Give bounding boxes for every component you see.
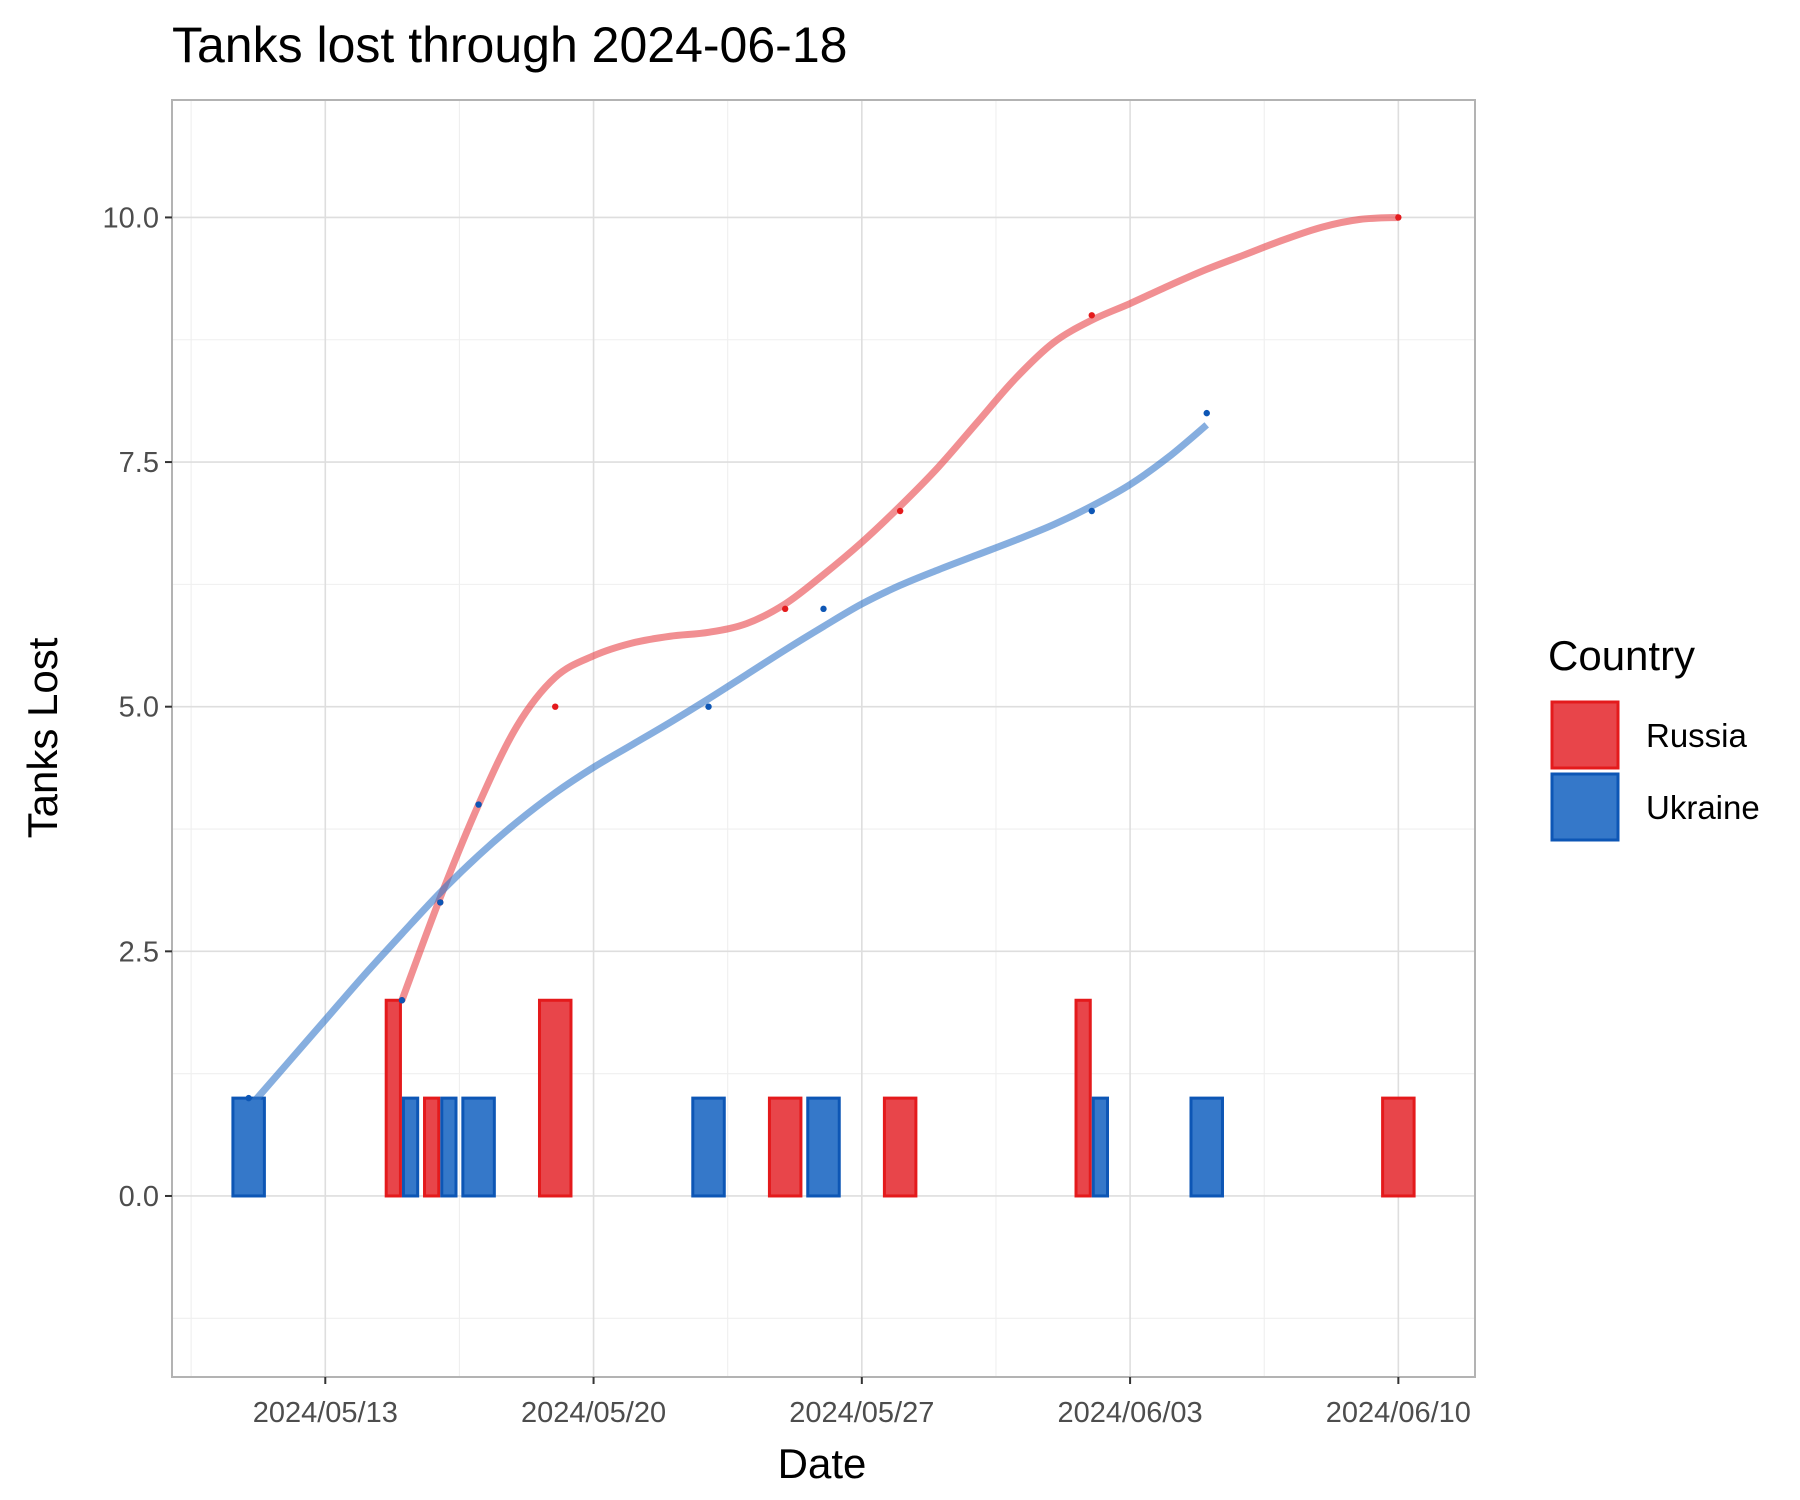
x-tick-label: 2024/06/03	[1058, 1397, 1203, 1429]
point-russia	[552, 703, 559, 710]
bar-ukraine	[461, 1096, 496, 1198]
bar-russia	[384, 998, 402, 1198]
panel-border	[171, 99, 1476, 1378]
point-ukraine	[1088, 507, 1095, 515]
bar-ukraine	[691, 1096, 726, 1198]
bar-russia	[1381, 1096, 1416, 1198]
y-tick-label: 10.0	[103, 202, 159, 234]
legend-key-russia	[1550, 700, 1620, 770]
x-tick-label: 2024/05/13	[253, 1397, 398, 1429]
legend-key-ukraine	[1550, 772, 1620, 842]
bar-russia	[1074, 998, 1092, 1198]
point-ukraine	[820, 605, 827, 613]
smooth-line-russia	[398, 213, 1399, 1002]
y-axis-title: Tanks Lost	[19, 637, 66, 838]
x-tick-label: 2024/06/10	[1326, 1397, 1471, 1429]
legend-items: Russia Ukraine	[1550, 700, 1760, 842]
bars	[231, 998, 1416, 1198]
point-ukraine	[1203, 409, 1210, 417]
bar-ukraine	[806, 1096, 841, 1198]
bar-ukraine	[1189, 1096, 1224, 1198]
x-tick-label: 2024/05/20	[521, 1397, 666, 1429]
point-russia	[896, 507, 904, 515]
y-tick-label: 0.0	[119, 1181, 159, 1213]
bar-ukraine	[231, 1096, 266, 1198]
x-axis-title: Date	[778, 1440, 867, 1487]
bar-ukraine	[401, 1096, 420, 1198]
bar-ukraine	[440, 1096, 458, 1198]
smooth-lines	[246, 213, 1399, 1111]
point-russia	[1395, 214, 1402, 221]
point-ukraine	[475, 801, 482, 808]
y-tick-label: 7.5	[119, 447, 159, 479]
legend-label-ukraine: Ukraine	[1646, 789, 1760, 826]
y-tick-label: 2.5	[119, 936, 159, 968]
bar-russia	[423, 1096, 441, 1198]
bar-russia	[882, 1096, 918, 1198]
point-ukraine	[705, 703, 712, 710]
plot-panel	[171, 99, 1476, 1378]
bar-russia	[767, 1096, 803, 1198]
point-russia	[1088, 312, 1095, 319]
legend-title: Country	[1548, 632, 1695, 679]
chart-title: Tanks lost through 2024-06-18	[172, 17, 847, 73]
y-tick-label: 5.0	[119, 692, 159, 724]
point-ukraine	[398, 997, 406, 1004]
point-ukraine	[245, 1094, 252, 1102]
legend-label-russia: Russia	[1646, 717, 1748, 754]
x-axis-ticks: 2024/05/13 2024/05/20 2024/05/27 2024/06/03…	[253, 1377, 1471, 1429]
bar-ukraine	[1091, 1096, 1110, 1198]
bar-russia	[537, 998, 573, 1198]
x-tick-label: 2024/05/27	[789, 1397, 934, 1429]
point-russia	[781, 605, 789, 613]
y-axis-ticks: 0.0 2.5 5.0 7.5 10.0	[103, 202, 172, 1213]
point-ukraine	[437, 899, 444, 906]
smooth-line-ukraine	[246, 422, 1209, 1111]
legend: Country Russia Ukraine	[1548, 632, 1760, 842]
cumulative-points	[245, 214, 1402, 1102]
